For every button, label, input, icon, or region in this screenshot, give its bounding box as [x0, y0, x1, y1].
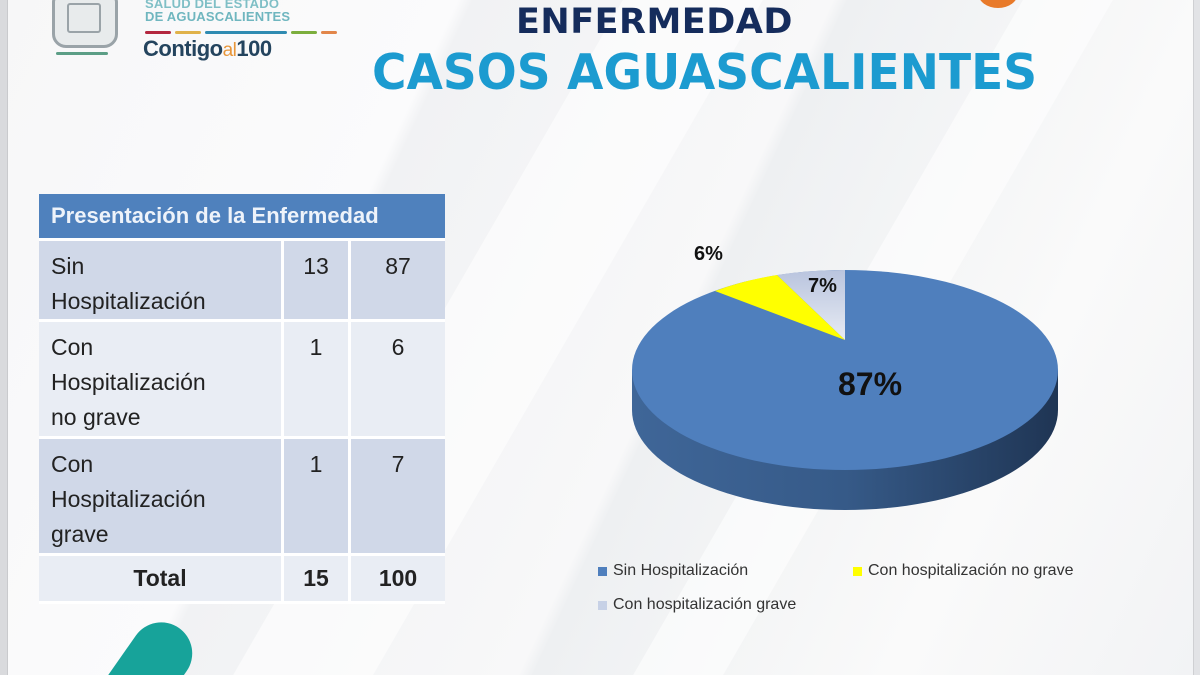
window-frame-left — [0, 0, 8, 675]
slice-con-hospitalizacion-grave — [777, 269, 845, 340]
slogan: Contigoal100 — [143, 36, 272, 62]
legend-swatch — [853, 566, 862, 576]
total-count: 15 — [281, 556, 348, 604]
title-enfermedad: ENFERMEDAD — [516, 2, 793, 42]
label-87-percent: 87% — [838, 366, 903, 402]
row-label: Sin Hospitalización — [39, 241, 281, 322]
table-row: Con Hospitalización grave 1 7 — [39, 439, 445, 556]
legend-item: Con hospitalización no grave — [853, 562, 1073, 580]
teal-decoration — [79, 610, 205, 675]
window-frame-right — [1193, 0, 1200, 675]
legend-item: Sin Hospitalización — [598, 562, 748, 580]
slice-con-hospitalizacion-no-grave — [715, 275, 845, 340]
slogan-al: al — [222, 40, 237, 61]
row-label: Con Hospitalización no grave — [39, 322, 281, 439]
total-percent: 100 — [348, 556, 445, 604]
legend-item: Con hospitalización grave — [598, 596, 796, 614]
pie-chart — [632, 269, 1058, 510]
org-name-line1: SALUD DEL ESTADO — [145, 0, 280, 11]
slice-sin-hospitalizacion — [632, 270, 1058, 470]
state-crest-icon — [52, 0, 118, 48]
table-row: Sin Hospitalización 13 87 — [39, 241, 445, 322]
org-name-line2: DE AGUASCALIENTES — [145, 9, 291, 24]
row-percent: 87 — [348, 241, 445, 322]
brand-color-bar — [145, 31, 337, 34]
table-total-row: Total 15 100 — [39, 556, 445, 604]
slogan-main: Contigo — [143, 36, 223, 61]
row-count: 1 — [281, 439, 348, 556]
orange-decoration — [978, 0, 1018, 8]
slide: SALUD DEL ESTADO DE AGUASCALIENTES Conti… — [8, 0, 1193, 675]
crest-underline — [56, 52, 108, 55]
row-percent: 6 — [348, 322, 445, 439]
title-casos-aguascalientes: CASOS AGUASCALIENTES — [372, 44, 1038, 101]
table-header: Presentación de la Enfermedad — [39, 194, 445, 241]
cases-table: Presentación de la Enfermedad Sin Hospita… — [39, 194, 445, 604]
slogan-number: 100 — [236, 36, 272, 61]
row-count: 1 — [281, 322, 348, 439]
total-label: Total — [39, 556, 281, 604]
label-6-percent: 6% — [694, 243, 723, 265]
row-label: Con Hospitalización grave — [39, 439, 281, 556]
legend-swatch — [598, 600, 607, 610]
row-count: 13 — [281, 241, 348, 322]
row-percent: 7 — [348, 439, 445, 556]
table-row: Con Hospitalización no grave 1 6 — [39, 322, 445, 439]
label-7-percent: 7% — [808, 275, 837, 297]
legend-swatch — [598, 566, 607, 576]
